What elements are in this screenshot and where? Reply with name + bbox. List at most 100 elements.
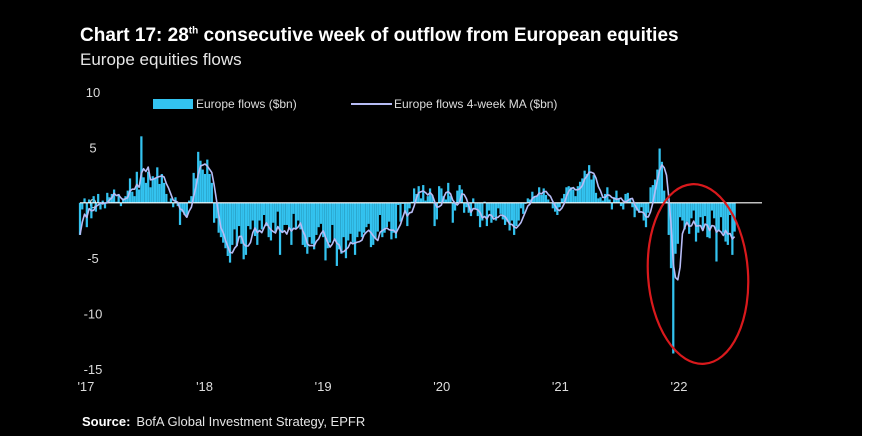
- right-margin: [862, 0, 876, 445]
- flow-bar: [501, 202, 504, 220]
- flow-bar: [285, 202, 288, 225]
- flow-bar: [153, 178, 157, 203]
- flow-bar: [392, 202, 395, 233]
- flow-bar: [688, 202, 691, 234]
- flow-bar: [172, 202, 175, 208]
- flow-bar: [299, 202, 302, 230]
- flow-bar: [351, 202, 354, 243]
- flow-bar: [165, 193, 168, 203]
- title-rest: consecutive week of outflow from Europea…: [198, 25, 679, 46]
- flow-bar: [610, 202, 614, 210]
- flow-bar: [422, 185, 425, 203]
- flow-bar: [553, 202, 557, 212]
- flow-bar: [490, 202, 493, 223]
- flow-bar: [426, 196, 429, 203]
- flow-bar: [478, 202, 482, 228]
- flow-bar: [513, 202, 516, 235]
- flow-bar: [251, 202, 254, 221]
- flow-bar: [624, 193, 627, 203]
- flow-bar: [231, 202, 234, 245]
- flow-bar: [117, 193, 120, 203]
- flow-bar: [517, 202, 520, 221]
- flow-bar: [238, 202, 241, 227]
- flow-bar: [710, 202, 714, 211]
- flow-bar: [503, 202, 507, 225]
- x-tick-label: '20: [433, 379, 450, 394]
- flow-bar: [547, 199, 550, 203]
- flow-bar: [613, 197, 616, 203]
- flow-bar: [269, 202, 273, 241]
- source-note: Source: BofA Global Investment Strategy, …: [82, 414, 365, 429]
- flow-bar: [588, 165, 591, 203]
- flow-bar: [701, 202, 704, 231]
- flow-bar: [344, 202, 348, 259]
- flow-bar: [433, 202, 436, 227]
- flow-bar: [719, 202, 723, 218]
- flow-bar: [481, 202, 484, 221]
- flow-bar: [574, 196, 577, 203]
- flow-bar: [97, 193, 100, 203]
- flow-bar: [308, 202, 311, 238]
- flow-bar: [594, 192, 598, 203]
- flow-bar: [360, 202, 363, 238]
- flow-bar: [99, 202, 102, 210]
- flow-bar: [194, 178, 198, 203]
- flow-bar: [494, 202, 498, 221]
- flow-bar: [399, 202, 402, 222]
- flow-bar: [731, 202, 734, 255]
- flow-bar: [713, 202, 716, 219]
- flow-bar: [192, 172, 195, 203]
- flow-bar: [142, 177, 145, 203]
- flow-bar: [103, 202, 107, 209]
- flow-bar: [708, 202, 711, 239]
- flow-bar: [203, 173, 207, 203]
- flow-bar: [119, 202, 123, 207]
- flow-bar: [244, 202, 248, 255]
- flow-bar: [722, 202, 725, 233]
- flow-bar: [694, 202, 698, 242]
- flow-bar: [615, 190, 618, 203]
- flow-bar: [538, 187, 541, 203]
- flow-bar: [199, 160, 202, 203]
- flow-bar: [215, 202, 218, 219]
- flow-bar: [206, 159, 209, 203]
- flow-bar: [319, 202, 323, 224]
- flow-bar: [485, 202, 488, 227]
- flow-bar: [358, 202, 361, 232]
- flow-bar: [144, 182, 148, 203]
- flow-bar: [378, 202, 382, 215]
- flow-bar: [226, 202, 229, 256]
- flow-bar: [219, 202, 223, 238]
- source-text: BofA Global Investment Strategy, EPFR: [136, 414, 366, 429]
- flow-bar: [322, 202, 325, 238]
- flow-bar: [663, 190, 666, 203]
- flow-bar: [87, 199, 91, 203]
- flow-bar: [492, 202, 495, 218]
- flow-bar: [381, 202, 384, 238]
- flow-bar: [265, 202, 268, 227]
- flow-bar: [458, 185, 461, 203]
- flow-bar: [535, 196, 538, 203]
- flow-bar: [528, 199, 532, 203]
- flow-bar: [526, 198, 529, 203]
- flow-bar: [508, 202, 511, 231]
- flow-bar: [578, 181, 582, 203]
- flow-bar: [133, 196, 136, 203]
- flow-bar: [169, 198, 173, 203]
- legend-bar-label: Europe flows ($bn): [196, 97, 297, 111]
- flow-bar: [544, 195, 548, 203]
- flow-bar: [465, 202, 468, 208]
- flow-bar: [385, 202, 388, 228]
- chart-subtitle: Europe equities flows: [80, 50, 242, 69]
- flow-bar: [472, 198, 475, 203]
- flow-bar: [506, 202, 509, 222]
- flow-bar: [356, 202, 359, 238]
- flow-bar: [335, 202, 338, 266]
- flow-bar: [658, 148, 661, 203]
- flows-chart: 1050-5-10-15 '17'18'19'20'21'22 Europe f…: [77, 85, 762, 394]
- flow-bar: [499, 202, 502, 214]
- flow-bar: [160, 173, 163, 203]
- flow-bar: [510, 202, 513, 221]
- flow-bar: [342, 202, 345, 238]
- flow-bar: [306, 202, 309, 254]
